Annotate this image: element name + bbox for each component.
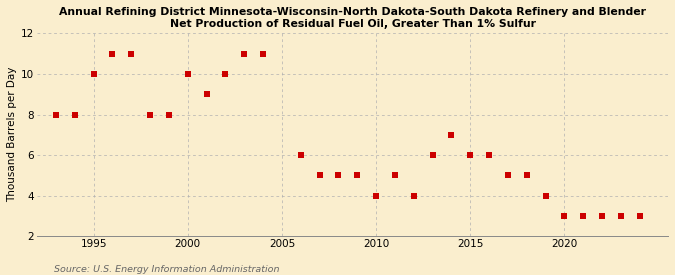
Point xyxy=(315,173,325,177)
Point xyxy=(352,173,362,177)
Point xyxy=(559,214,570,218)
Point xyxy=(484,153,495,157)
Point xyxy=(258,51,269,56)
Point xyxy=(540,193,551,198)
Point xyxy=(201,92,212,97)
Point xyxy=(239,51,250,56)
Title: Annual Refining District Minnesota-Wisconsin-North Dakota-South Dakota Refinery : Annual Refining District Minnesota-Wisco… xyxy=(59,7,646,29)
Point xyxy=(333,173,344,177)
Point xyxy=(597,214,608,218)
Point xyxy=(578,214,589,218)
Point xyxy=(182,72,193,76)
Y-axis label: Thousand Barrels per Day: Thousand Barrels per Day xyxy=(7,67,17,202)
Point xyxy=(446,133,457,137)
Point xyxy=(371,193,381,198)
Point xyxy=(616,214,626,218)
Text: Source: U.S. Energy Information Administration: Source: U.S. Energy Information Administ… xyxy=(54,265,279,274)
Point xyxy=(220,72,231,76)
Point xyxy=(144,112,155,117)
Point xyxy=(51,112,61,117)
Point xyxy=(634,214,645,218)
Point xyxy=(389,173,400,177)
Point xyxy=(70,112,80,117)
Point xyxy=(107,51,118,56)
Point xyxy=(427,153,438,157)
Point xyxy=(503,173,514,177)
Point xyxy=(296,153,306,157)
Point xyxy=(163,112,174,117)
Point xyxy=(126,51,137,56)
Point xyxy=(408,193,419,198)
Point xyxy=(521,173,532,177)
Point xyxy=(88,72,99,76)
Point xyxy=(465,153,476,157)
